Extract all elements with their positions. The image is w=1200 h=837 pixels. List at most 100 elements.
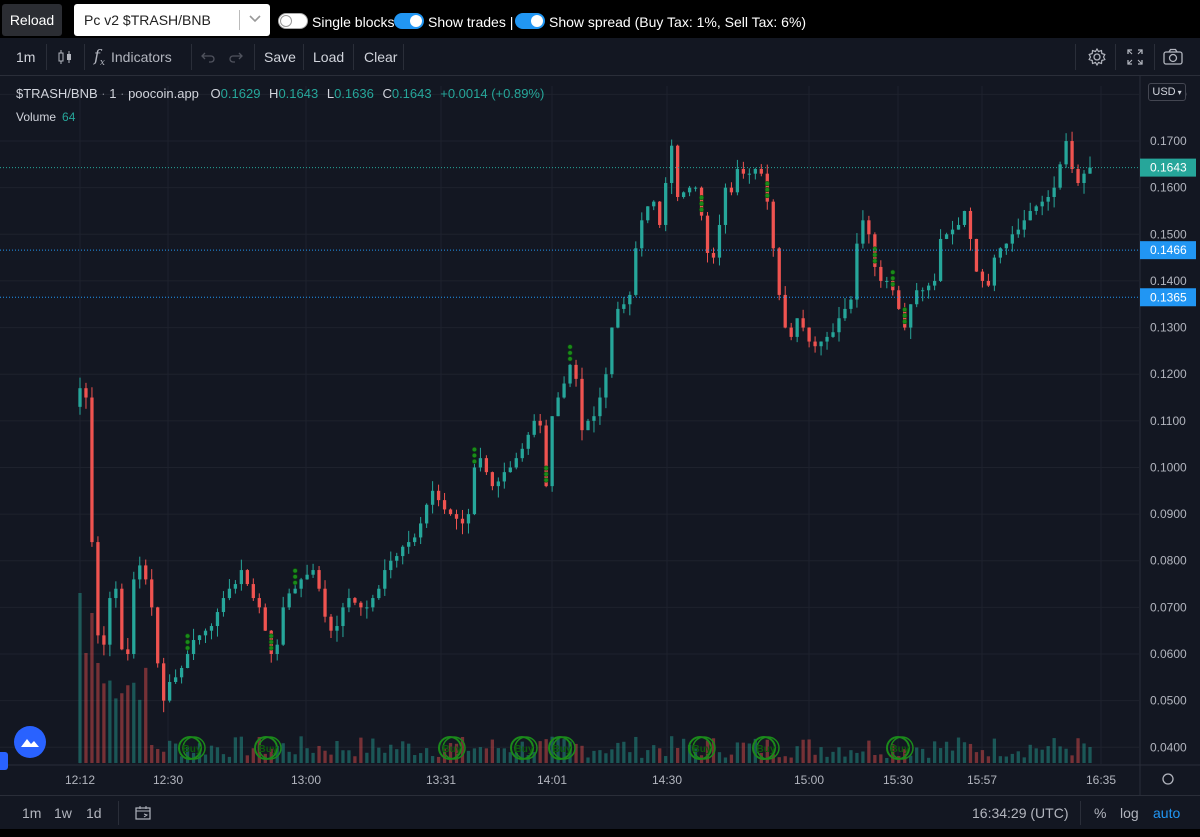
volume-bar bbox=[956, 737, 961, 763]
volume-bar bbox=[353, 756, 357, 763]
volume-bar bbox=[323, 750, 327, 763]
axis-settings-icon[interactable] bbox=[1162, 773, 1174, 785]
trade-marker bbox=[872, 252, 878, 258]
candle-body bbox=[209, 626, 214, 631]
legend-source: poocoin.app bbox=[128, 86, 199, 101]
price-axis bbox=[1140, 76, 1200, 765]
price-label-box bbox=[1140, 241, 1196, 260]
volume-bar bbox=[938, 748, 943, 763]
x-tick-label: 15:57 bbox=[967, 773, 997, 787]
volume-bar bbox=[986, 756, 991, 763]
candle-body bbox=[986, 280, 991, 286]
candle-body bbox=[281, 607, 285, 645]
candle-body bbox=[173, 677, 178, 682]
volume-bar bbox=[777, 757, 781, 763]
candle-body bbox=[885, 280, 889, 282]
side-panel-tab[interactable] bbox=[0, 752, 8, 770]
single-blocks-toggle[interactable] bbox=[278, 13, 308, 29]
volume-bar bbox=[424, 748, 429, 763]
candle-body bbox=[448, 509, 453, 515]
candle-body bbox=[401, 546, 405, 557]
x-tick-label: 13:31 bbox=[426, 773, 456, 787]
candle-body bbox=[454, 514, 459, 519]
volume-bar bbox=[179, 756, 184, 763]
log-toggle[interactable]: log bbox=[1120, 805, 1139, 821]
candle-body bbox=[693, 187, 698, 189]
chart-frame bbox=[0, 38, 1200, 837]
undo-icon[interactable] bbox=[200, 38, 216, 76]
candle-body bbox=[359, 602, 363, 608]
candle-body bbox=[108, 598, 112, 645]
volume-bar bbox=[885, 757, 889, 763]
candle-body bbox=[562, 383, 566, 398]
volume-bar bbox=[466, 750, 471, 763]
buy-badge-label: Buy bbox=[891, 744, 910, 755]
volume-bar bbox=[1070, 755, 1074, 763]
candle-body bbox=[634, 248, 638, 295]
candle-style-icon[interactable] bbox=[56, 38, 74, 76]
volume-bar bbox=[765, 739, 769, 763]
pair-select[interactable]: Pc v2 $TRASH/BNB bbox=[74, 4, 270, 36]
candle-body bbox=[84, 388, 88, 398]
buy-badge-ring bbox=[552, 736, 576, 760]
candle-body bbox=[753, 169, 757, 174]
volume-bar bbox=[944, 741, 949, 763]
gear-icon[interactable] bbox=[1087, 38, 1107, 76]
candle-body bbox=[711, 252, 716, 258]
candle-body bbox=[1010, 234, 1014, 244]
interval-button[interactable]: 1m bbox=[16, 49, 36, 65]
volume-bar bbox=[980, 750, 985, 763]
camera-icon[interactable] bbox=[1162, 38, 1184, 76]
range-1w-button[interactable]: 1w bbox=[54, 805, 72, 821]
volume-bar bbox=[598, 750, 602, 763]
candle-body bbox=[365, 607, 369, 609]
x-tick-label: 13:00 bbox=[291, 773, 321, 787]
candle-body bbox=[783, 294, 787, 328]
save-button[interactable]: Save bbox=[264, 49, 296, 65]
candle-body bbox=[759, 169, 763, 174]
legend-symbol: $TRASH/BNB bbox=[16, 86, 98, 101]
range-1m-button[interactable]: 1m bbox=[22, 805, 42, 821]
price-chart[interactable]: 0.18000.17000.16000.15000.14000.13000.12… bbox=[0, 76, 1200, 796]
candle-body bbox=[903, 308, 907, 328]
show-spread-toggle[interactable] bbox=[515, 13, 545, 29]
x-tick-label: 14:01 bbox=[537, 773, 567, 787]
volume-bar bbox=[640, 757, 644, 763]
show-trades-toggle[interactable] bbox=[394, 13, 424, 29]
candle-body bbox=[233, 584, 238, 589]
clear-button[interactable]: Clear bbox=[364, 49, 398, 65]
tradingview-logo[interactable] bbox=[14, 726, 46, 758]
volume-bar bbox=[592, 750, 596, 763]
volume-bar bbox=[281, 743, 285, 763]
volume-bar bbox=[496, 748, 500, 763]
candle-body bbox=[604, 374, 608, 398]
volume-bar bbox=[580, 745, 584, 763]
legend-close: 0.1643 bbox=[391, 86, 432, 101]
volume-bar bbox=[114, 698, 118, 763]
load-button[interactable]: Load bbox=[313, 49, 345, 65]
candle-body bbox=[1058, 164, 1062, 188]
auto-toggle[interactable]: auto bbox=[1153, 805, 1181, 821]
candle-body bbox=[317, 570, 321, 589]
candle-body bbox=[801, 318, 805, 328]
volume-bar bbox=[556, 737, 560, 763]
volume-bar bbox=[150, 745, 154, 763]
candle-body bbox=[305, 574, 309, 580]
volume-bar bbox=[329, 754, 333, 763]
candle-body bbox=[807, 327, 811, 342]
currency-button[interactable]: USD ▾ bbox=[1148, 83, 1186, 101]
fullscreen-icon[interactable] bbox=[1126, 38, 1144, 76]
trade-marker bbox=[699, 201, 705, 207]
volume-bar bbox=[586, 757, 590, 763]
volume-bar bbox=[1010, 753, 1014, 763]
volume-bar bbox=[813, 754, 817, 763]
volume-bar bbox=[221, 754, 226, 763]
date-range-icon[interactable] bbox=[134, 796, 152, 830]
range-1d-button[interactable]: 1d bbox=[86, 805, 102, 821]
redo-icon[interactable] bbox=[228, 38, 244, 76]
percent-toggle[interactable]: % bbox=[1094, 805, 1107, 821]
reload-button[interactable]: Reload bbox=[2, 4, 62, 36]
utc-clock[interactable]: 16:34:29 (UTC) bbox=[972, 805, 1069, 821]
indicators-button[interactable]: fx Indicators bbox=[94, 38, 172, 76]
candle-body bbox=[538, 420, 542, 426]
